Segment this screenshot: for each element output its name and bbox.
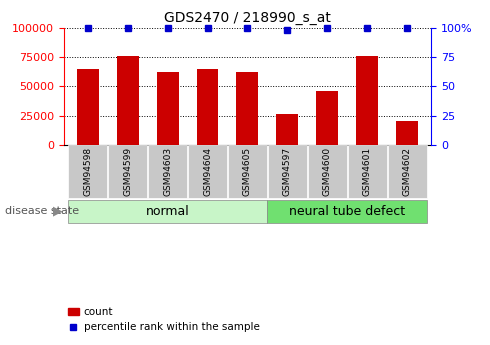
Title: GDS2470 / 218990_s_at: GDS2470 / 218990_s_at [164, 11, 331, 25]
Bar [157, 72, 178, 145]
Text: ▶: ▶ [53, 205, 63, 218]
Bar [117, 56, 139, 145]
Text: disease state: disease state [5, 206, 79, 216]
Text: neural tube defect: neural tube defect [289, 205, 405, 218]
Text: GSM94602: GSM94602 [403, 147, 412, 196]
Text: GSM94605: GSM94605 [243, 147, 252, 196]
Bar [356, 56, 378, 145]
Text: GSM94598: GSM94598 [83, 147, 92, 196]
Text: GSM94597: GSM94597 [283, 147, 292, 196]
Bar [396, 121, 418, 145]
Text: GSM94603: GSM94603 [163, 147, 172, 196]
Text: GSM94600: GSM94600 [323, 147, 332, 196]
Bar [237, 72, 258, 145]
Text: GSM94604: GSM94604 [203, 147, 212, 196]
Bar [276, 115, 298, 145]
Bar [196, 69, 219, 145]
Text: normal: normal [146, 205, 190, 218]
Legend: count, percentile rank within the sample: count, percentile rank within the sample [64, 303, 264, 336]
Text: GSM94599: GSM94599 [123, 147, 132, 196]
Bar [317, 91, 338, 145]
Text: GSM94601: GSM94601 [363, 147, 372, 196]
Bar [76, 69, 98, 145]
